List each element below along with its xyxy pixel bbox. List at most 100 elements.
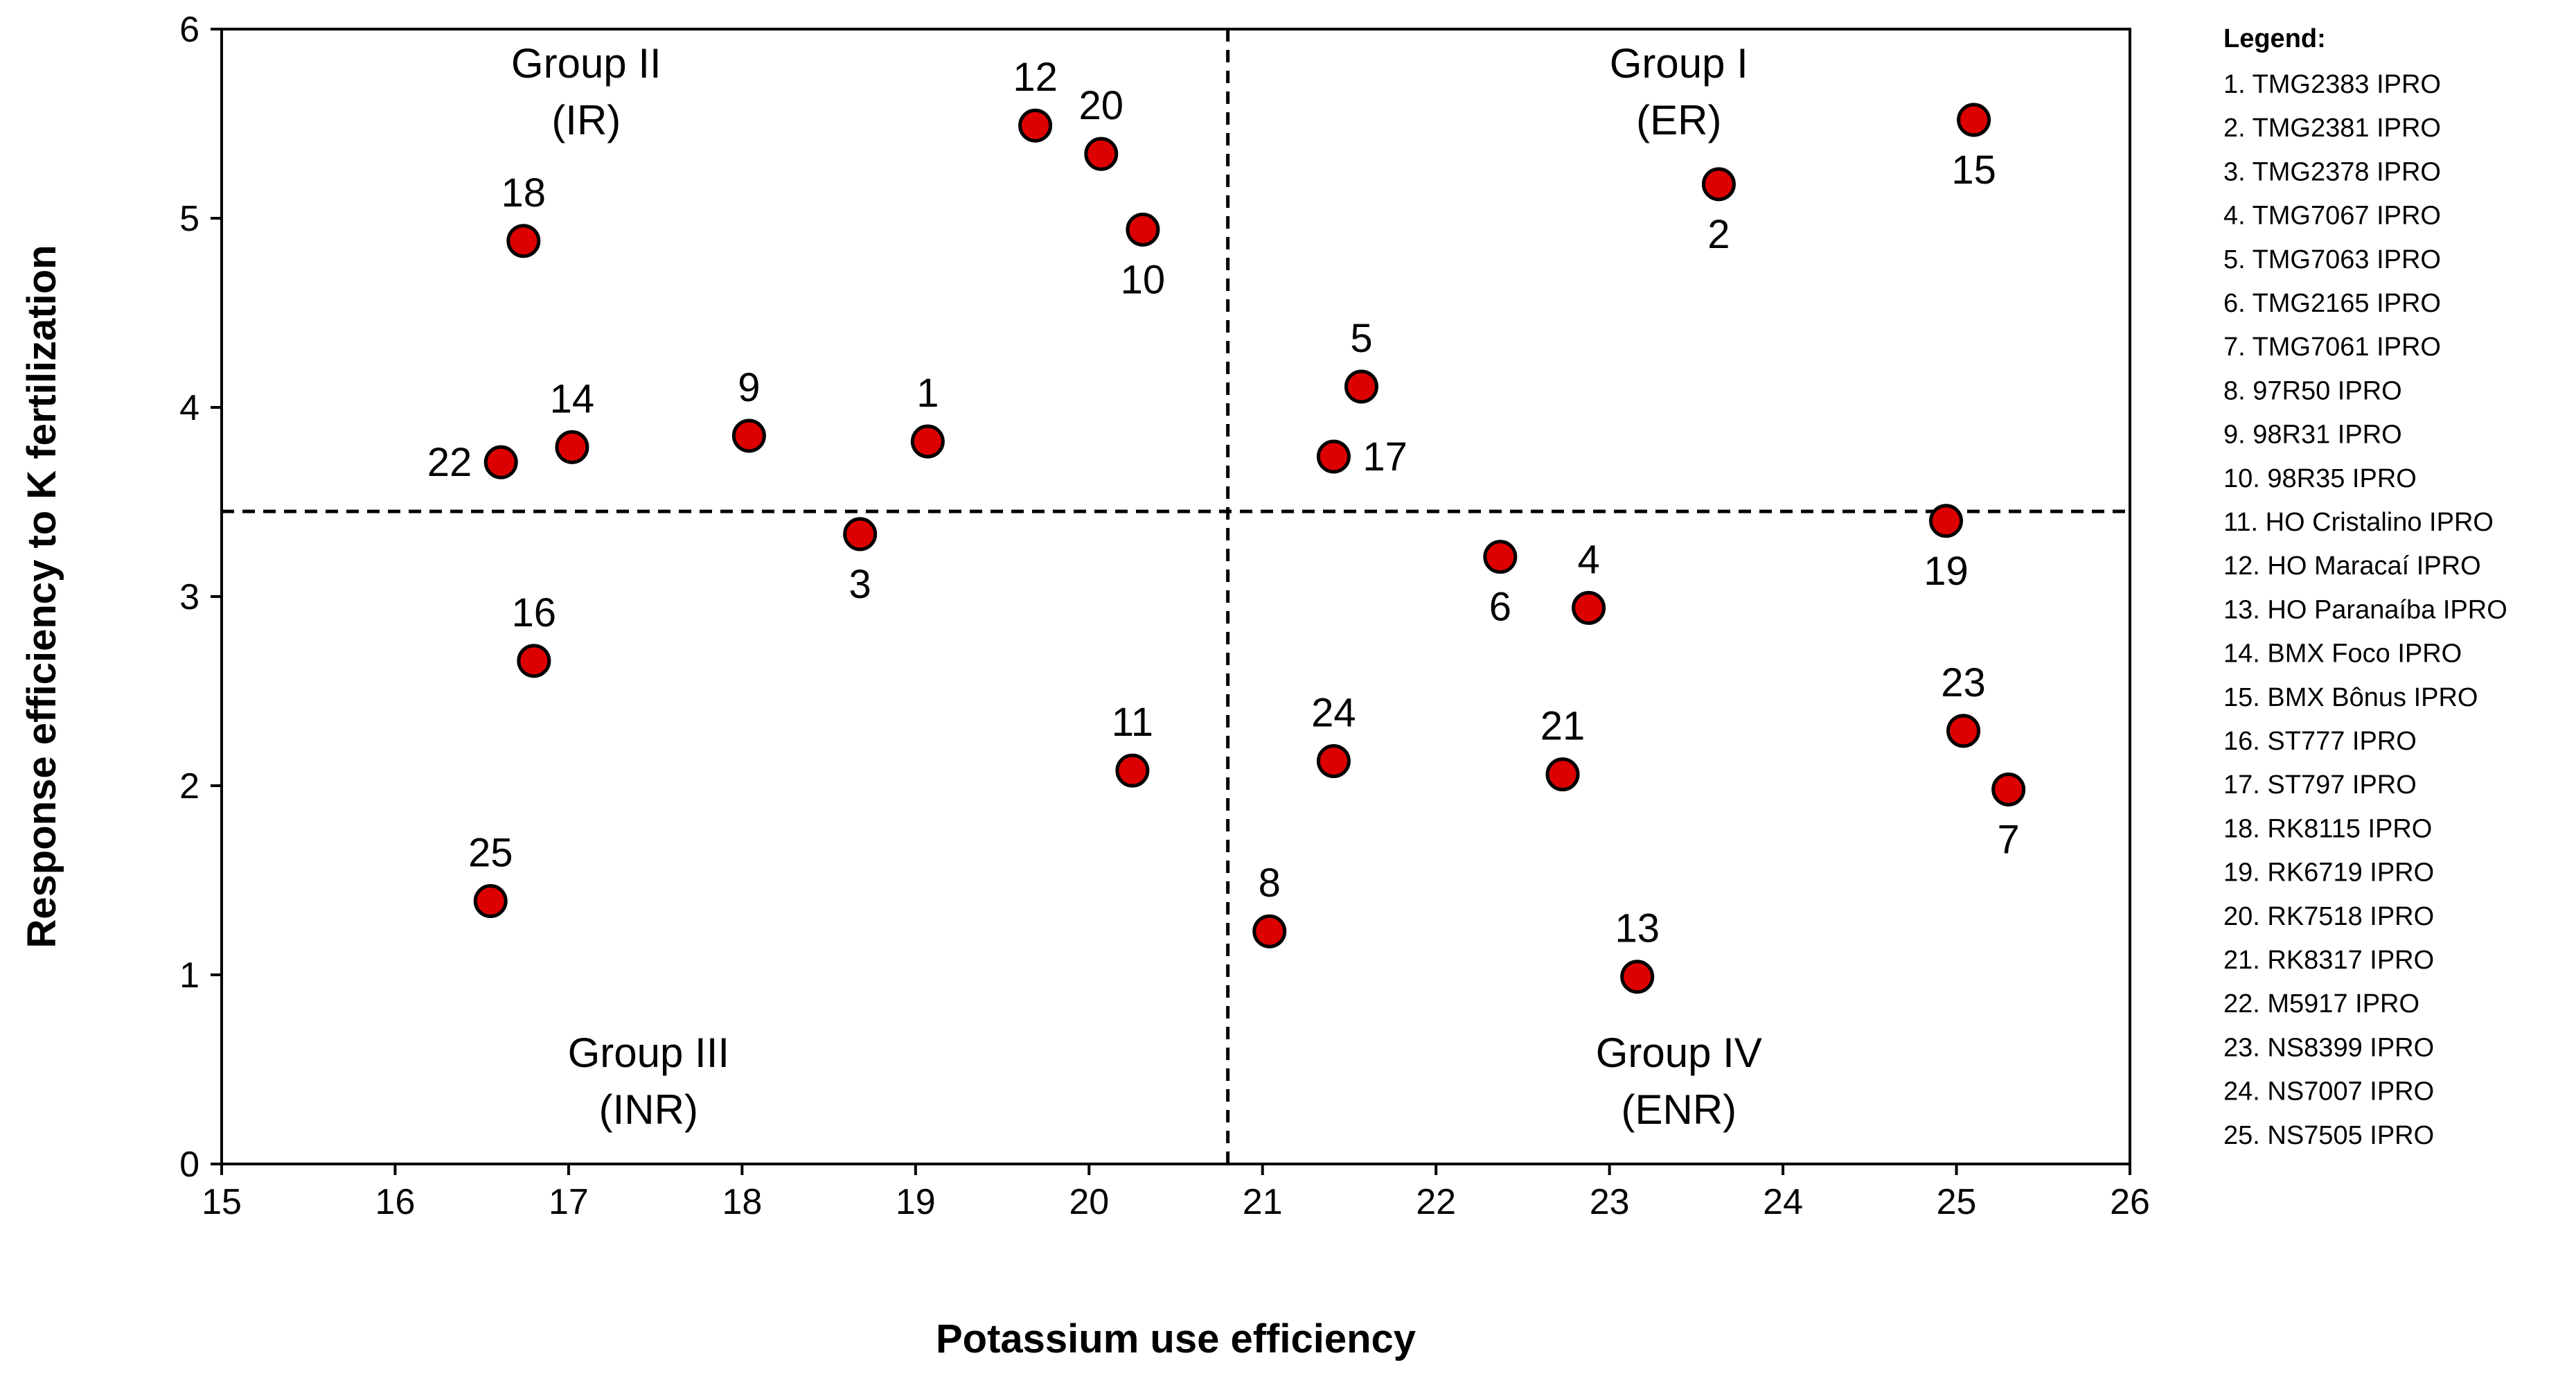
x-tick-label: 24 (1763, 1182, 1803, 1222)
legend-item: 8. 97R50 IPRO (2223, 376, 2402, 405)
data-point-11 (1115, 753, 1150, 788)
data-point-3 (843, 517, 878, 552)
x-tick-label: 22 (1416, 1182, 1456, 1222)
data-point-label: 22 (427, 440, 472, 485)
data-point-4 (1572, 590, 1606, 625)
legend-title: Legend: (2223, 24, 2326, 53)
legend-item: 10. 98R35 IPRO (2223, 464, 2417, 493)
legend-item: 19. RK6719 IPRO (2223, 858, 2434, 888)
group-code-label: (INR) (599, 1086, 698, 1133)
group-code-label: (ENR) (1621, 1086, 1736, 1133)
y-tick-label: 5 (179, 199, 199, 239)
legend-item: 22. M5917 IPRO (2223, 989, 2419, 1018)
data-point-label: 17 (1362, 434, 1407, 479)
data-point-label: 16 (512, 590, 557, 635)
legend-item: 1. TMG2383 IPRO (2223, 70, 2441, 99)
legend-item: 11. HO Cristalino IPRO (2223, 508, 2494, 537)
y-tick-label: 1 (179, 955, 199, 996)
data-point-label: 19 (1924, 549, 1969, 594)
legend-item: 4. TMG7067 IPRO (2223, 202, 2441, 231)
data-point-6 (1483, 540, 1518, 574)
data-point-label: 24 (1311, 691, 1356, 736)
legend-item: 21. RK8317 IPRO (2223, 946, 2434, 975)
x-tick-label: 23 (1590, 1182, 1630, 1222)
y-tick-label: 2 (179, 766, 199, 806)
legend-item: 3. TMG2378 IPRO (2223, 157, 2441, 186)
x-tick-label: 21 (1243, 1182, 1283, 1222)
data-point-21 (1545, 757, 1580, 792)
data-point-7 (1991, 772, 2026, 806)
y-tick-label: 6 (179, 10, 199, 50)
data-point-label: 12 (1013, 55, 1058, 100)
group-name-label: Group II (511, 40, 661, 87)
data-point-label: 14 (550, 376, 595, 421)
group-code-label: (IR) (551, 97, 621, 143)
data-point-15 (1957, 103, 1991, 137)
legend-item: 13. HO Paranaíba IPRO (2223, 595, 2507, 624)
legend-item: 18. RK8115 IPRO (2223, 814, 2432, 843)
axes: 15 16 17 18 19 20 21 22 23 24 25 260123456Potassium… (19, 10, 2150, 1361)
y-tick-label: 4 (179, 388, 199, 428)
x-axis-title: Potassium use efficiency (936, 1316, 1416, 1361)
x-tick-label: 19 (896, 1182, 936, 1222)
y-tick-label: 0 (179, 1145, 199, 1185)
data-point-label: 3 (849, 562, 871, 607)
x-tick-label: 18 (722, 1182, 762, 1222)
data-point-label: 23 (1941, 660, 1986, 705)
data-point-24 (1316, 744, 1351, 779)
legend-item: 2. TMG2381 IPRO (2223, 114, 2441, 143)
y-axis-title: Response efficiency to K fertilization (19, 245, 64, 948)
group-code-label: (ER) (1636, 97, 1721, 143)
data-point-label: 21 (1540, 704, 1585, 749)
group-name-label: Group III (568, 1030, 729, 1076)
x-tick-label: 25 (1937, 1182, 1977, 1222)
data-point-label: 15 (1951, 148, 1996, 193)
legend-item: 15. BMX Bônus IPRO (2223, 683, 2478, 712)
legend-item: 5. TMG7063 IPRO (2223, 245, 2441, 274)
data-point-13 (1620, 960, 1655, 994)
x-tick-label: 26 (2110, 1182, 2150, 1222)
data-point-label: 7 (1998, 817, 2020, 862)
data-point-22 (483, 445, 518, 479)
legend-item: 14. BMX Foco IPRO (2223, 640, 2462, 669)
data-point-8 (1252, 914, 1287, 949)
data-point-20 (1084, 136, 1119, 171)
x-tick-label: 20 (1069, 1182, 1109, 1222)
legend: Legend: 1. TMG2383 IPRO 2. TMG2381 IPRO 3. … (2223, 24, 2507, 1150)
data-point-label: 9 (738, 365, 760, 410)
data-point-label: 11 (1112, 700, 1153, 745)
legend-item: 6. TMG2165 IPRO (2223, 289, 2441, 318)
data-point-1 (910, 424, 945, 459)
legend-item: 20. RK7518 IPRO (2223, 902, 2434, 931)
x-tick-label: 16 (375, 1182, 416, 1222)
data-point-label: 18 (501, 170, 547, 215)
legend-item: 24. NS7007 IPRO (2223, 1077, 2434, 1106)
data-point-label: 10 (1121, 257, 1166, 302)
legend-item: 9. 98R31 IPRO (2223, 421, 2402, 450)
data-point-label: 8 (1259, 861, 1281, 906)
data-point-label: 25 (468, 831, 513, 876)
data-point-label: 5 (1350, 316, 1372, 361)
data-point-label: 20 (1079, 83, 1124, 128)
data-point-19 (1929, 504, 1964, 538)
data-point-17 (1316, 439, 1351, 474)
y-tick-label: 3 (179, 577, 199, 617)
data-points: 1234567891011121314151617181920212223242… (427, 55, 2026, 994)
group-labels: Group I (ER) Group II (IR) Group III (INR) Gro… (511, 40, 1762, 1133)
x-tick-label: 15 (202, 1182, 242, 1222)
data-point-2 (1701, 167, 1736, 202)
x-tick-label: 17 (549, 1182, 589, 1222)
data-point-label: 4 (1577, 537, 1599, 582)
data-point-10 (1126, 212, 1160, 247)
legend-item: 12. HO Maracaí IPRO (2223, 552, 2481, 581)
legend-item: 16. ST777 IPRO (2223, 727, 2417, 756)
data-point-23 (1946, 714, 1981, 748)
data-point-14 (555, 430, 589, 464)
data-point-16 (517, 644, 551, 678)
data-point-9 (731, 418, 766, 453)
data-point-label: 2 (1707, 212, 1730, 257)
legend-item: 23. NS8399 IPRO (2223, 1033, 2434, 1062)
legend-item: 17. ST797 IPRO (2223, 770, 2417, 800)
